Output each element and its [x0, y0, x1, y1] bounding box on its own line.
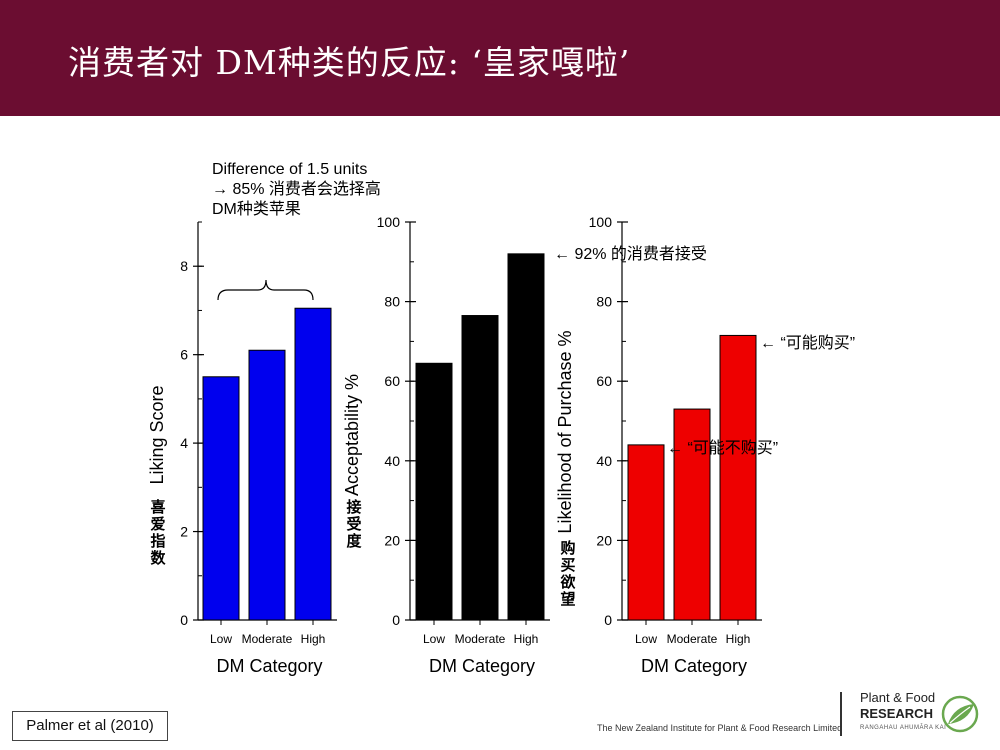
y-axis-label: Acceptability %	[342, 374, 362, 496]
liking-score-chart: 0 2 4 6 8 Low Moderate High DM Category Liking Sc…	[147, 221, 337, 676]
x-tick-label: Low	[423, 632, 445, 646]
y-tick-label: 8	[180, 258, 188, 274]
x-tick-label: Low	[210, 632, 232, 646]
x-tick-label: Moderate	[455, 632, 506, 646]
citation-box: Palmer et al (2010)	[12, 711, 168, 741]
logo-line2: RESEARCH	[860, 706, 933, 721]
y-tick-label: 60	[384, 373, 400, 389]
bar-high	[719, 334, 757, 621]
y-tick-label: 2	[180, 524, 188, 540]
y-tick-label: 0	[180, 612, 188, 628]
y-axis-label-cn: 喜爱指数	[150, 498, 166, 567]
bar-moderate	[461, 315, 499, 621]
bar-low	[202, 376, 240, 621]
y-tick-label: 20	[596, 532, 612, 548]
logo-line3: RANGAHAU AHUMĀRA KAI	[860, 725, 947, 731]
logo-divider	[840, 692, 842, 736]
slide-title: 消费者对 DM种类的反应: ‘皇家嘎啦’	[68, 43, 631, 82]
institute-footer: The New Zealand Institute for Plant & Fo…	[597, 723, 843, 733]
accept-note: ← 92% 的消费者接受	[554, 245, 707, 263]
y-axis-label: Liking Score	[147, 385, 167, 484]
y-tick-label: 6	[180, 347, 188, 363]
y-axis-label-cn: 购买欲望	[559, 539, 575, 608]
bar-high	[294, 307, 332, 621]
logo-line1: Plant & Food	[860, 690, 936, 705]
x-tick-label: Moderate	[667, 632, 718, 646]
y-tick-label: 60	[596, 373, 612, 389]
likely-buy-note: ← “可能购买”	[760, 334, 855, 352]
difference-note: Difference of 1.5 units → 85% 消费者会选择高DM种…	[212, 161, 381, 218]
acceptability-chart: 0 20 40 60 80 100 Low Moderate High DM Category Ac…	[342, 214, 550, 676]
bar-moderate	[248, 349, 286, 621]
likely-not-buy-note: ← “可能不购买”	[667, 439, 778, 457]
plant-food-logo: Plant & Food RESEARCH RANGAHAU AHUMĀRA K…	[840, 690, 980, 740]
bar-low	[627, 444, 665, 621]
y-tick-label: 40	[384, 453, 400, 469]
y-tick-label: 80	[384, 294, 400, 310]
y-tick-label: 0	[604, 612, 612, 628]
y-axis-label: Likelihood of Purchase %	[555, 330, 575, 533]
x-axis-label: DM Category	[641, 656, 747, 676]
bar-high	[507, 253, 545, 621]
header-banner: 消费者对 DM种类的反应: ‘皇家嘎啦’	[0, 0, 1000, 116]
y-tick-label: 40	[596, 453, 612, 469]
y-tick-label: 4	[180, 435, 188, 451]
difference-brace	[217, 279, 314, 301]
x-axis-label: DM Category	[216, 656, 322, 676]
x-tick-label: Moderate	[242, 632, 293, 646]
x-tick-label: High	[726, 632, 751, 646]
y-tick-label: 20	[384, 532, 400, 548]
y-tick-label: 100	[589, 214, 613, 230]
x-tick-label: High	[514, 632, 539, 646]
x-axis-label: DM Category	[429, 656, 535, 676]
y-tick-label: 80	[596, 294, 612, 310]
x-tick-label: High	[301, 632, 326, 646]
bar-low	[415, 362, 453, 621]
x-tick-label: Low	[635, 632, 657, 646]
leaf-icon	[941, 695, 979, 733]
y-axis-label-cn: 接受度	[346, 498, 362, 550]
y-tick-label: 100	[377, 214, 401, 230]
y-tick-label: 0	[392, 612, 400, 628]
purchase-likelihood-chart: 0 20 40 60 80 100 Low Moderate High DM Category Li…	[555, 214, 762, 676]
bar-moderate	[673, 408, 711, 621]
